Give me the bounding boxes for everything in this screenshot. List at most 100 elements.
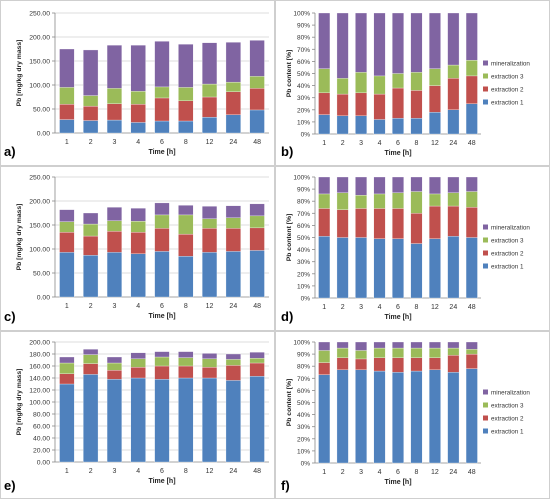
- bar-segment-mineralization-4: [373, 12, 386, 77]
- bar-segment-extraction-3-48: [465, 191, 478, 208]
- y-tick-label: 50%: [297, 400, 310, 407]
- x-tick-label: 24: [449, 140, 457, 147]
- bar-segment-mineralization-8: [410, 341, 423, 349]
- bar-segment-extraction-1-24: [225, 114, 241, 134]
- legend: mineralization extraction 3 extraction 2 ex…: [483, 224, 530, 271]
- y-axis-title: Pb [mg/kg dry mass]: [16, 369, 23, 436]
- y-tick-label: 30%: [297, 95, 310, 102]
- x-tick-label: 3: [112, 468, 116, 475]
- x-tick-label: 8: [184, 139, 188, 146]
- x-tick-label: 2: [341, 469, 345, 476]
- legend-label-extraction-3: extraction 3: [491, 238, 524, 245]
- bar-segment-extraction-3-48: [249, 215, 265, 229]
- chart-panel-e: 0.00 20.00 40.00 60.00 80.00 100.00 120.00 140.…: [4, 340, 269, 493]
- bar-segment-extraction-1-48: [465, 103, 478, 135]
- x-tick-label: 12: [206, 139, 214, 146]
- bar-segment-mineralization-4: [130, 208, 146, 222]
- bar-segment-extraction-2-6: [392, 208, 404, 239]
- x-tick-label: 48: [253, 139, 261, 146]
- bar-segment-extraction-3-12: [202, 218, 218, 229]
- bar-segment-mineralization-8: [178, 44, 194, 88]
- x-tick-label: 2: [89, 139, 93, 146]
- bar-segment-extraction-1-48: [249, 376, 265, 463]
- bar-segment-mineralization-1: [59, 209, 75, 222]
- bar-segment-extraction-3-3: [355, 194, 367, 209]
- y-tick-label: 40.00: [33, 436, 50, 443]
- bar-segment-extraction-1-1: [59, 383, 75, 463]
- bar-segment-mineralization-1: [318, 176, 331, 195]
- legend-swatch-extraction-1: [483, 428, 488, 434]
- bar-segment-extraction-3-48: [249, 358, 265, 364]
- legend: mineralization extraction 3 extraction 2 ex…: [483, 60, 530, 107]
- legend-swatch-mineralization: [483, 60, 488, 66]
- bar-segment-mineralization-48: [465, 176, 478, 192]
- bar-segment-mineralization-3: [106, 45, 122, 89]
- bar-segment-extraction-1-2: [83, 120, 99, 134]
- y-tick-label: 30%: [297, 259, 310, 266]
- bar-segment-extraction-1-3: [106, 252, 122, 298]
- bar-segment-extraction-3-8: [178, 214, 194, 235]
- bar-segment-extraction-2-4: [130, 104, 146, 123]
- bar-segment-extraction-3-12: [429, 68, 441, 86]
- legend-label-extraction-1: extraction 1: [491, 100, 524, 107]
- bar-segment-extraction-3-1: [59, 221, 75, 233]
- x-tick-label: 24: [229, 303, 237, 310]
- bar-segment-extraction-3-2: [83, 354, 99, 364]
- y-axis-title: Pb [mg/kg dry mass]: [16, 40, 23, 107]
- bar-segment-extraction-2-2: [83, 235, 99, 256]
- bar-segment-extraction-1-8: [410, 243, 423, 299]
- bar-segment-extraction-3-48: [465, 60, 478, 77]
- bar-segment-extraction-3-1: [318, 68, 331, 94]
- y-tick-label: 150.00: [29, 59, 50, 66]
- y-tick-label: 50.00: [33, 107, 50, 114]
- bar-segment-mineralization-48: [249, 352, 265, 359]
- bar-segment-mineralization-48: [465, 12, 478, 61]
- bar-segment-extraction-3-2: [336, 347, 349, 358]
- bar-segment-mineralization-4: [373, 341, 386, 349]
- panel-label: b): [281, 144, 293, 159]
- x-tick-label: 12: [431, 140, 439, 147]
- bar-segment-extraction-2-48: [465, 75, 478, 104]
- legend-swatch-extraction-3: [483, 73, 488, 79]
- x-tick-label: 1: [322, 140, 326, 147]
- bar-segment-extraction-3-2: [83, 223, 99, 237]
- x-tick-label: 6: [396, 469, 400, 476]
- y-tick-label: 160.00: [29, 364, 50, 371]
- bar-segment-extraction-3-4: [373, 75, 386, 95]
- bar-segment-mineralization-1: [318, 341, 331, 351]
- panel-label: c): [4, 309, 16, 324]
- bar-segment-mineralization-6: [392, 12, 404, 74]
- bar-segment-extraction-2-24: [225, 91, 241, 115]
- bar-segment-extraction-1-6: [154, 120, 170, 134]
- legend-label-mineralization: mineralization: [491, 61, 530, 68]
- legend-label-extraction-1: extraction 1: [491, 429, 524, 436]
- bar-segment-mineralization-12: [202, 353, 218, 359]
- y-tick-label: 70%: [297, 47, 310, 54]
- bar-segment-extraction-2-4: [373, 357, 386, 372]
- bar-segment-extraction-3-2: [83, 95, 99, 107]
- bar-segment-extraction-3-6: [392, 347, 404, 358]
- bar-segment-extraction-1-6: [154, 379, 170, 463]
- bar-segment-extraction-1-1: [318, 374, 331, 464]
- bar-segment-extraction-2-24: [447, 78, 460, 110]
- x-tick-label: 1: [322, 304, 326, 311]
- x-tick-label: 8: [184, 303, 188, 310]
- bar-segment-extraction-1-24: [447, 109, 460, 135]
- bar-segment-extraction-1-8: [410, 370, 423, 464]
- bar-segment-extraction-1-4: [373, 119, 386, 135]
- bar-segment-extraction-2-4: [130, 367, 146, 379]
- bar-segment-mineralization-4: [130, 45, 146, 92]
- legend-label-extraction-2: extraction 2: [491, 251, 524, 258]
- x-tick-label: 6: [160, 468, 164, 475]
- bar-segment-mineralization-6: [392, 341, 404, 349]
- x-tick-label: 48: [468, 469, 476, 476]
- bar-segment-extraction-1-1: [59, 119, 75, 134]
- bar-segment-mineralization-2: [83, 49, 99, 96]
- x-tick-label: 24: [229, 139, 237, 146]
- y-tick-label: 40%: [297, 83, 310, 90]
- x-tick-label: 48: [468, 140, 476, 147]
- bar-segment-extraction-3-24: [447, 347, 460, 356]
- bar-segment-extraction-2-1: [318, 92, 331, 115]
